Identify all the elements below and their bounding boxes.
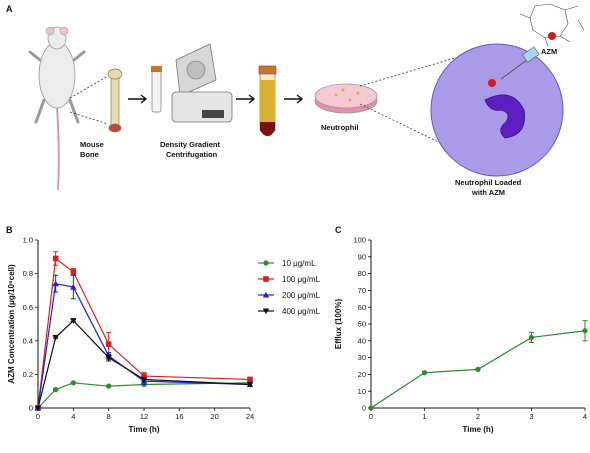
y-tick-label: 30 — [358, 353, 366, 362]
x-tick-label: 2 — [476, 412, 480, 421]
loaded-label-2: with AZM — [471, 188, 505, 197]
legend-marker — [263, 276, 269, 282]
legend-marker — [262, 291, 270, 298]
panel-b: B 0 4 8 12 16 20 24 0 0.2 0.4 0.6 0.8 1.0 Time (h) AZM… — [6, 225, 321, 434]
x-tick-label: 0 — [369, 412, 373, 421]
legend-marker — [262, 308, 270, 315]
y-axis-label: Efflux (100%) — [334, 299, 343, 350]
petri-dish-icon — [314, 83, 378, 114]
series-line — [37, 382, 251, 409]
data-point — [70, 283, 77, 290]
data-point — [106, 383, 112, 389]
leader-line — [69, 75, 109, 125]
bone-icon — [107, 68, 123, 133]
neutrophil-label: Neutrophil — [321, 123, 359, 132]
data-point — [70, 318, 77, 324]
y-tick-label: 0 — [29, 404, 33, 413]
series-line — [37, 257, 251, 409]
x-tick-label: 8 — [107, 412, 111, 421]
data-point — [53, 386, 59, 393]
data-point — [247, 376, 253, 383]
y-tick-label: 0.8 — [23, 269, 33, 278]
x-tick-label: 1 — [422, 412, 426, 421]
data-point — [368, 405, 374, 411]
data-point — [528, 334, 535, 341]
y-tick-label: 0.6 — [23, 303, 33, 312]
data-point — [140, 376, 148, 383]
series-line — [37, 282, 251, 409]
mouse-bone-label-2: Bone — [80, 150, 99, 159]
x-axis-label: Time (h) — [463, 425, 494, 434]
x-tick-label: 20 — [210, 412, 218, 421]
y-tick-label: 70 — [358, 286, 366, 295]
x-tick-label: 0 — [36, 412, 40, 421]
tube-icon — [258, 65, 277, 137]
mouse-bone-label-1: Mouse — [80, 140, 104, 149]
y-tick-label: 0 — [362, 404, 366, 413]
data-point — [582, 328, 588, 334]
x-tick-label: 4 — [71, 412, 75, 421]
legend-label: 400 μg/mL — [282, 307, 321, 316]
data-point — [105, 341, 112, 347]
x-axis-label: Time (h) — [129, 425, 160, 434]
molecule-icon — [519, 3, 585, 47]
needle-icon — [500, 46, 540, 80]
y-tick-label: 100 — [353, 236, 366, 245]
data-point — [475, 366, 481, 372]
legend-label: 10 μg/mL — [282, 259, 316, 268]
y-tick-label: 0.2 — [23, 370, 33, 379]
data-point — [70, 269, 77, 275]
panel-b-letter: B — [6, 225, 13, 235]
data-point — [52, 334, 59, 341]
data-point — [141, 373, 147, 379]
series-line — [37, 319, 251, 409]
mouse-icon — [28, 26, 86, 191]
panel-c-letter: C — [335, 225, 342, 235]
chart-b: 0 4 8 12 16 20 24 0 0.2 0.4 0.6 0.8 1.0 Time (h) AZM C… — [7, 236, 321, 434]
x-tick-label: 24 — [246, 412, 254, 421]
data-point — [70, 380, 76, 386]
x-tick-label: 16 — [175, 412, 183, 421]
y-tick-label: 10 — [358, 387, 366, 396]
legend-marker — [263, 260, 269, 266]
x-tick-label: 3 — [529, 412, 533, 421]
azm-label: AZM — [541, 47, 557, 56]
data-point — [105, 355, 112, 361]
panel-a: A Mouse Bone Densit — [6, 3, 585, 197]
y-tick-label: 40 — [358, 336, 366, 345]
density-label-2: Centrifugation — [166, 150, 218, 159]
x-tick-label: 12 — [140, 412, 148, 421]
data-point — [246, 381, 254, 388]
y-tick-label: 1.0 — [23, 236, 33, 245]
data-point — [34, 405, 42, 412]
y-axis-label: AZM Concentration (μg/10⁶cell) — [7, 264, 16, 384]
y-tick-label: 90 — [358, 252, 366, 261]
y-tick-label: 50 — [358, 320, 366, 329]
arrow-icon — [284, 94, 304, 104]
zoom-lines — [359, 57, 456, 151]
legend-label: 100 μg/mL — [282, 275, 321, 284]
panel-a-letter: A — [6, 4, 13, 14]
data-point — [421, 370, 428, 376]
arrow-icon — [128, 94, 148, 104]
centrifuge-icon — [151, 43, 233, 123]
y-tick-label: 20 — [358, 370, 366, 379]
arrow-icon — [236, 94, 256, 104]
data-point — [52, 280, 59, 287]
legend-label: 200 μg/mL — [282, 291, 321, 300]
data-point — [52, 255, 59, 262]
neutrophil-icon — [430, 43, 564, 177]
density-label-1: Density Gradient — [160, 140, 221, 149]
x-tick-label: 4 — [583, 412, 587, 421]
y-tick-label: 0.4 — [23, 336, 33, 345]
loaded-label-1: Neutrophil Loaded — [455, 178, 522, 187]
y-tick-label: 60 — [358, 303, 366, 312]
y-tick-label: 80 — [358, 269, 366, 278]
